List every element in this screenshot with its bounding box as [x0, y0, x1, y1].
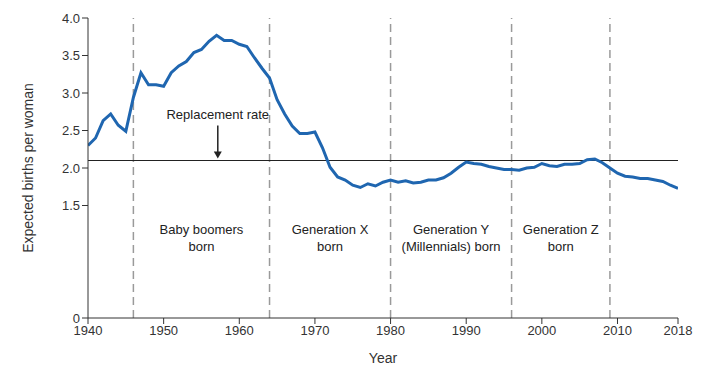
svg-text:1980: 1980: [376, 323, 405, 338]
svg-text:2018: 2018: [664, 323, 693, 338]
svg-text:Generation Zborn: Generation Zborn: [523, 222, 599, 254]
svg-text:3.5: 3.5: [62, 48, 80, 63]
svg-text:1960: 1960: [225, 323, 254, 338]
svg-text:1970: 1970: [300, 323, 329, 338]
svg-text:2010: 2010: [603, 323, 632, 338]
svg-text:Generation Xborn: Generation Xborn: [292, 222, 369, 254]
svg-text:2.5: 2.5: [62, 123, 80, 138]
svg-text:3.0: 3.0: [62, 86, 80, 101]
svg-text:0: 0: [73, 311, 80, 326]
svg-text:Generation Y(Millennials) born: Generation Y(Millennials) born: [402, 222, 501, 254]
svg-text:Expected births per woman: Expected births per woman: [20, 83, 36, 253]
svg-text:1.5: 1.5: [62, 198, 80, 213]
svg-text:2000: 2000: [527, 323, 556, 338]
svg-text:Replacement rate: Replacement rate: [166, 107, 269, 122]
svg-text:1950: 1950: [149, 323, 178, 338]
svg-text:4.0: 4.0: [62, 11, 80, 26]
svg-text:1940: 1940: [73, 323, 103, 339]
svg-text:Year: Year: [369, 350, 398, 366]
svg-text:Baby boomersborn: Baby boomersborn: [160, 222, 244, 254]
svg-text:2.0: 2.0: [62, 161, 80, 176]
svg-text:1990: 1990: [452, 323, 481, 338]
